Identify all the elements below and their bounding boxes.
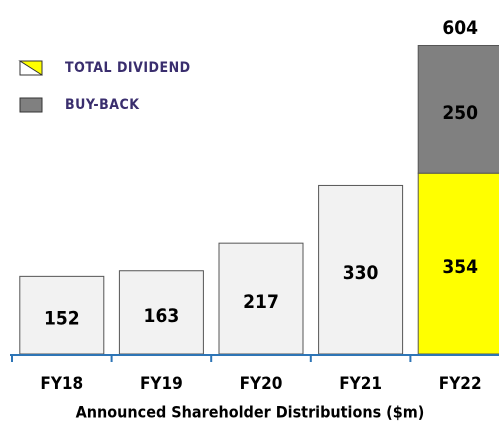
x-tick-label: FY19 xyxy=(140,374,183,394)
value-label: 152 xyxy=(44,308,80,330)
legend-label: BUY-BACK xyxy=(65,97,140,113)
bar xyxy=(318,184,404,355)
bar xyxy=(19,275,105,355)
value-label: 330 xyxy=(343,262,379,284)
bar xyxy=(218,242,304,355)
total-label: 604 xyxy=(442,17,478,39)
legend-swatch xyxy=(19,97,43,113)
legend-swatch xyxy=(18,60,43,76)
value-label: 250 xyxy=(442,102,478,124)
value-label: 163 xyxy=(144,305,180,327)
x-tick-label: FY21 xyxy=(339,374,382,394)
x-tick-label: FY22 xyxy=(439,374,482,394)
value-label: 217 xyxy=(243,291,279,313)
bar xyxy=(417,44,499,174)
x-tick-label: FY18 xyxy=(40,374,83,394)
x-tick-label: FY20 xyxy=(240,374,283,394)
bar xyxy=(417,172,499,355)
value-label: 354 xyxy=(442,256,478,278)
legend-label: TOTAL DIVIDEND xyxy=(65,60,191,76)
chart-title: Announced Shareholder Distributions ($m) xyxy=(76,403,425,422)
